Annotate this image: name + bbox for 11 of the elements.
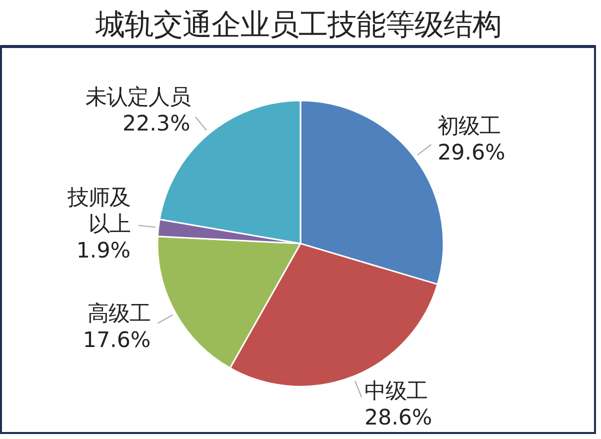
data-label: 1.9% — [76, 238, 131, 264]
data-label: 17.6% — [82, 328, 151, 353]
slice-label: 中级工 — [364, 378, 428, 404]
slice-label: 未认定人员 — [85, 85, 190, 110]
data-label: 28.6% — [364, 405, 432, 430]
slice-label: 高级工 — [88, 302, 151, 327]
slice-label: 初级工 — [438, 114, 501, 139]
data-label: 22.3% — [122, 111, 190, 136]
slice-label: 技师及以上 — [66, 186, 131, 237]
chart-title: 城轨交通企业员工技能等级结构 — [94, 8, 502, 42]
data-label: 29.6% — [438, 140, 506, 166]
